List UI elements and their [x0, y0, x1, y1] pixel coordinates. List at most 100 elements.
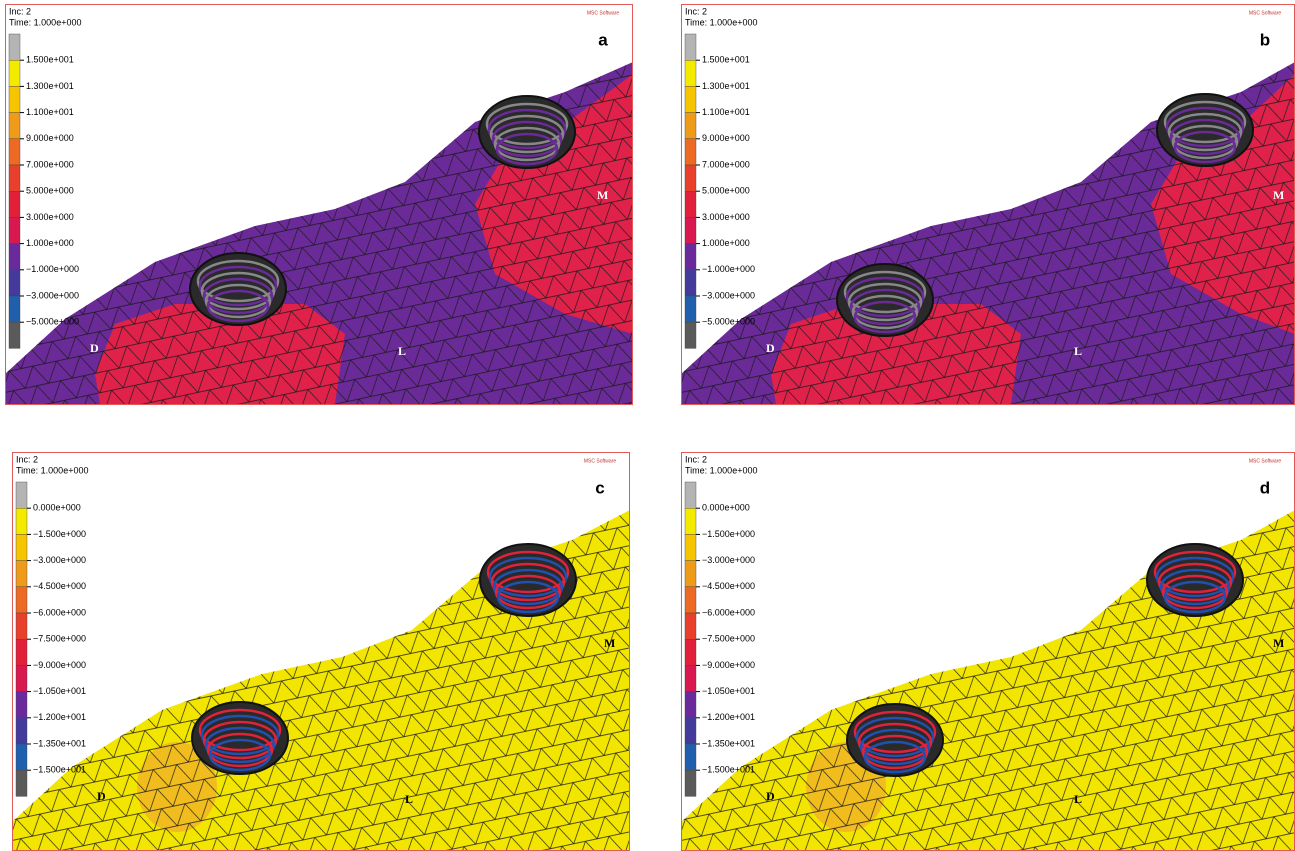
- region-label: L: [1074, 792, 1082, 806]
- colorbar-segment: [9, 34, 20, 60]
- legend-label: 5.000e+000: [702, 186, 750, 196]
- legend-label: 5.000e+000: [26, 186, 74, 196]
- inc-label: Inc: 2: [9, 6, 31, 16]
- inc-label: Inc: 2: [16, 454, 38, 464]
- legend-label: 0.000e+000: [33, 503, 81, 513]
- legend-label: −4.500e+000: [33, 581, 86, 591]
- colorbar-segment: [9, 296, 20, 322]
- panel: Inc: 2Time: 1.000e+000MSC Softwarec0.000…: [12, 452, 630, 851]
- legend-label: −1.500e+000: [33, 529, 86, 539]
- legend-label: −1.350e+001: [702, 738, 755, 748]
- legend-label: −9.000e+000: [702, 660, 755, 670]
- region-label: L: [1074, 344, 1082, 358]
- colorbar-segment: [16, 744, 27, 770]
- legend-label: 3.000e+000: [26, 212, 74, 222]
- colorbar-segment: [685, 139, 696, 165]
- legend-label: 1.000e+000: [26, 238, 74, 248]
- legend-label: −9.000e+000: [33, 660, 86, 670]
- colorbar-segment: [685, 770, 696, 796]
- colorbar-segment: [685, 639, 696, 665]
- legend-label: −1.050e+001: [33, 686, 86, 696]
- legend-label: 1.300e+001: [702, 81, 750, 91]
- colorbar-segment: [16, 692, 27, 718]
- colorbar-segment: [9, 139, 20, 165]
- panel-letter: c: [595, 478, 604, 497]
- region-label: M: [1273, 188, 1284, 202]
- legend-label: 1.100e+001: [26, 107, 74, 117]
- panel-letter: d: [1260, 478, 1270, 497]
- legend-label: −4.500e+000: [702, 581, 755, 591]
- region-label: L: [398, 344, 406, 358]
- legend-label: 9.000e+000: [702, 133, 750, 143]
- patches: [5, 4, 633, 405]
- colorbar-segment: [685, 60, 696, 86]
- legend-label: −7.500e+000: [33, 634, 86, 644]
- colorbar-segment: [685, 587, 696, 613]
- legend-label: 1.500e+001: [702, 55, 750, 65]
- colorbar-segment: [9, 322, 20, 348]
- colorbar-segment: [685, 86, 696, 112]
- panel-letter: b: [1260, 30, 1270, 49]
- region-label: D: [766, 341, 775, 355]
- colorbar-segment: [9, 244, 20, 270]
- inc-label: Inc: 2: [685, 454, 707, 464]
- legend-label: −1.500e+001: [33, 765, 86, 775]
- logo: MSC Software: [1249, 458, 1281, 464]
- legend-label: −6.000e+000: [702, 607, 755, 617]
- mesh: [5, 4, 633, 405]
- colorbar-segment: [9, 60, 20, 86]
- legend-label: −1.200e+001: [702, 712, 755, 722]
- colorbar-segment: [16, 770, 27, 796]
- legend-label: −3.000e+000: [33, 555, 86, 565]
- legend-label: −3.000e+000: [702, 290, 755, 300]
- colorbar-segment: [685, 718, 696, 744]
- colorbar-segment: [9, 270, 20, 296]
- colorbar-segment: [685, 613, 696, 639]
- legend-label: 7.000e+000: [26, 159, 74, 169]
- legend-label: 1.100e+001: [702, 107, 750, 117]
- time-label: Time: 1.000e+000: [16, 465, 88, 475]
- legend-label: −1.050e+001: [702, 686, 755, 696]
- colorbar-segment: [16, 665, 27, 691]
- colorbar-segment: [9, 217, 20, 243]
- legend-label: −1.000e+000: [26, 264, 79, 274]
- legend-label: −6.000e+000: [33, 607, 86, 617]
- region-label: D: [90, 341, 99, 355]
- colorbar-segment: [9, 113, 20, 139]
- time-label: Time: 1.000e+000: [685, 465, 757, 475]
- legend-label: −5.000e+000: [26, 317, 79, 327]
- legend-label: −3.000e+000: [702, 555, 755, 565]
- colorbar-segment: [16, 587, 27, 613]
- panel: Inc: 2Time: 1.000e+000MSC Softwareb1.500…: [681, 4, 1295, 405]
- panel-letter: a: [598, 30, 608, 49]
- colorbar-segment: [685, 692, 696, 718]
- colorbar-segment: [16, 718, 27, 744]
- colorbar-segment: [16, 561, 27, 587]
- colorbar-segment: [9, 191, 20, 217]
- legend-label: −5.000e+000: [702, 317, 755, 327]
- colorbar-segment: [685, 508, 696, 534]
- colorbar-segment: [9, 165, 20, 191]
- colorbar-segment: [16, 508, 27, 534]
- time-label: Time: 1.000e+000: [9, 17, 81, 27]
- colorbar-segment: [685, 744, 696, 770]
- legend-label: −1.200e+001: [33, 712, 86, 722]
- colorbar-segment: [685, 165, 696, 191]
- colorbar-segment: [685, 113, 696, 139]
- legend-label: −1.350e+001: [33, 738, 86, 748]
- legend-label: −1.500e+000: [702, 529, 755, 539]
- legend-label: 0.000e+000: [702, 503, 750, 513]
- colorbar-segment: [685, 322, 696, 348]
- colorbar-segment: [16, 482, 27, 508]
- colorbar-segment: [685, 217, 696, 243]
- time-label: Time: 1.000e+000: [685, 17, 757, 27]
- colorbar-segment: [685, 296, 696, 322]
- figure: Inc: 2Time: 1.000e+000MSC Softwarea1.500…: [0, 0, 1295, 851]
- legend-label: −1.000e+000: [702, 264, 755, 274]
- legend-label: 1.000e+000: [702, 238, 750, 248]
- region-label: D: [766, 789, 775, 803]
- colorbar-segment: [685, 534, 696, 560]
- legend-label: 3.000e+000: [702, 212, 750, 222]
- colorbar-segment: [685, 665, 696, 691]
- colorbar-segment: [685, 482, 696, 508]
